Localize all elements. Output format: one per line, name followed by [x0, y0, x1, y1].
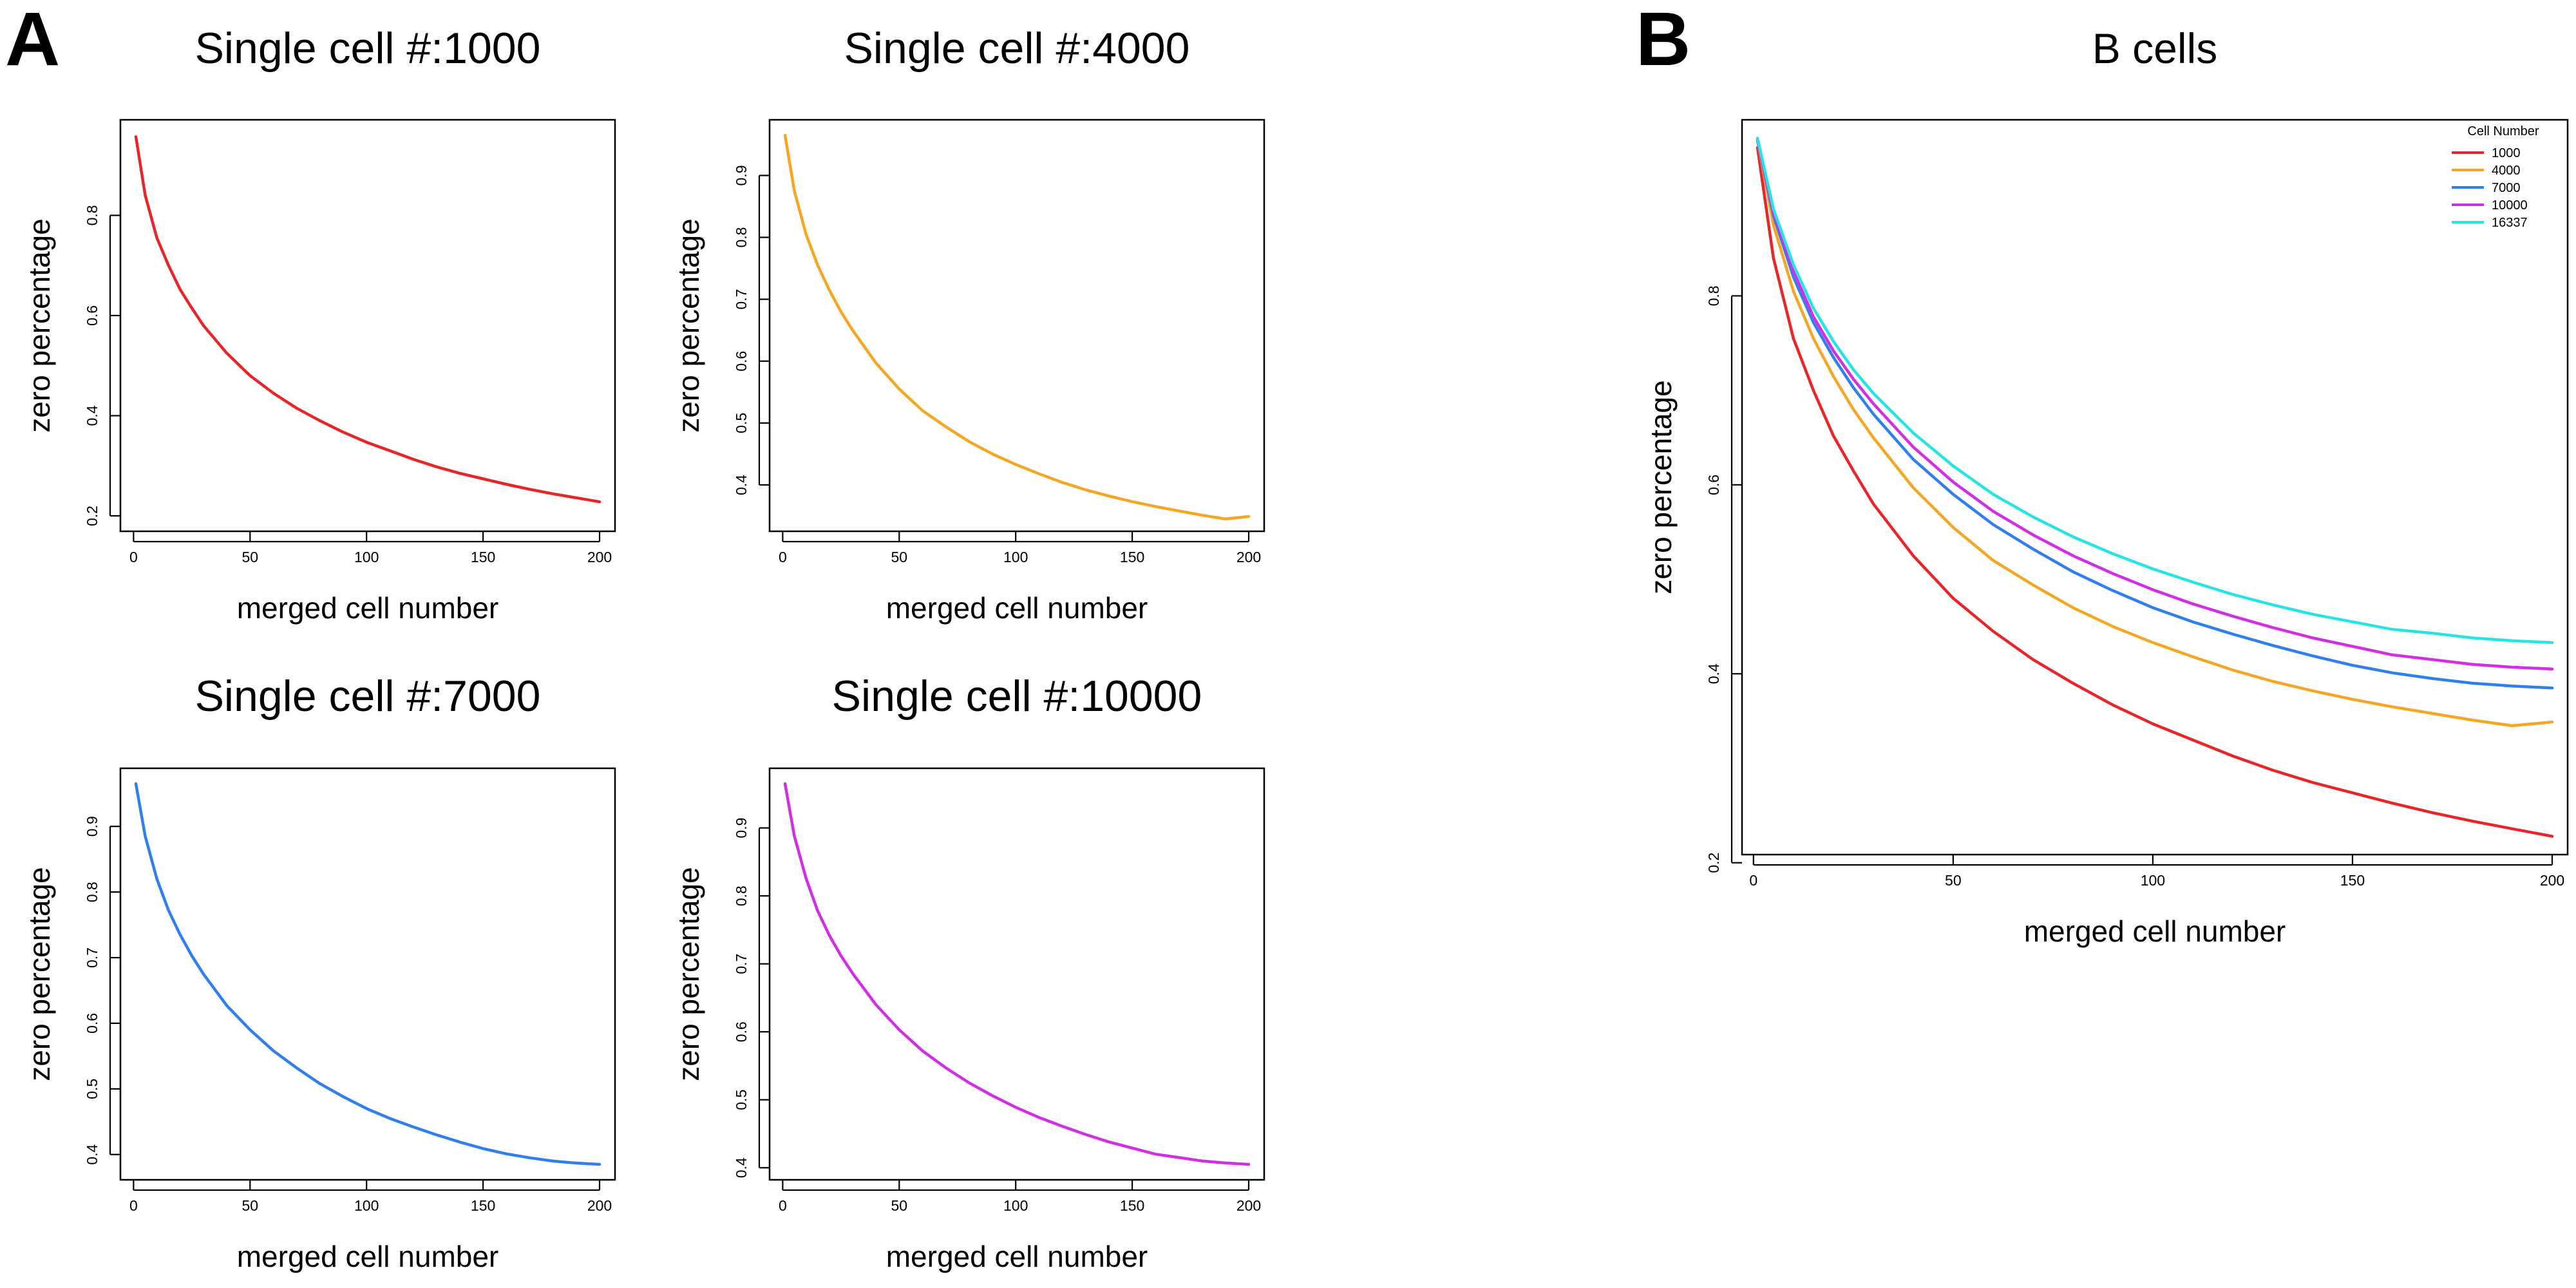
- y-tick-label: 0.2: [84, 506, 100, 526]
- chart-1: Single cell #:4000 0 50 100 150 200 0.4 0.5 0.6 0…: [672, 24, 1265, 625]
- y-tick-label: 0.4: [733, 475, 750, 495]
- chart-title: B cells: [2092, 24, 2217, 72]
- x-tick-label: 200: [1236, 549, 1261, 565]
- x-tick-label: 50: [891, 1197, 907, 1214]
- x-tick-label: 50: [891, 549, 907, 565]
- x-tick-label: 150: [1120, 1197, 1144, 1214]
- series-line-4000: [1756, 138, 2554, 728]
- y-tick-label: 0.7: [733, 954, 750, 974]
- legend-label-1000: 1000: [2492, 146, 2521, 160]
- legend-label-16337: 16337: [2492, 216, 2528, 230]
- plot-frame: [119, 767, 616, 1181]
- x-tick-label: 150: [2340, 872, 2365, 889]
- plot-frame: [768, 118, 1265, 533]
- x-tick-label: 0: [129, 1197, 138, 1214]
- chart-title: Single cell #:10000: [832, 672, 1202, 721]
- y-tick-label: 0.9: [733, 165, 750, 185]
- x-tick-label: 100: [1003, 1197, 1028, 1214]
- chart-4: B cells 0 50 100 150 200 0.2 0.4 0.6 0.8 merged ce…: [1644, 24, 2569, 948]
- x-tick-label: 200: [1236, 1197, 1261, 1214]
- x-tick-label: 50: [1945, 872, 1962, 889]
- x-tick-label: 50: [242, 1197, 258, 1214]
- y-tick-label: 0.5: [733, 1090, 750, 1110]
- plot-frame: [1741, 118, 2569, 856]
- x-tick-label: 200: [587, 549, 612, 565]
- y-axis-label: zero percentage: [672, 218, 705, 432]
- series-line-10000: [1756, 138, 2554, 671]
- x-tick-label: 150: [471, 1197, 495, 1214]
- y-tick-label: 0.2: [1705, 853, 1722, 873]
- series-line-1000: [1756, 146, 2554, 838]
- x-tick-label: 150: [471, 549, 495, 565]
- panel-label-b: B: [1636, 0, 1691, 82]
- x-tick-label: 50: [242, 549, 258, 565]
- chart-title: Single cell #:7000: [195, 672, 541, 721]
- y-tick-label: 0.5: [84, 1079, 100, 1099]
- plot-frame: [119, 118, 616, 533]
- y-tick-label: 0.4: [84, 405, 100, 426]
- y-tick-label: 0.8: [1705, 285, 1722, 306]
- chart-title: Single cell #:4000: [844, 24, 1190, 73]
- x-tick-label: 0: [779, 549, 787, 565]
- y-tick-label: 0.6: [733, 1021, 750, 1042]
- y-axis-label: zero percentage: [23, 867, 56, 1081]
- x-tick-label: 100: [2141, 872, 2165, 889]
- chart-0: Single cell #:1000 0 50 100 150 200 0.2 0.4 0.6 0…: [23, 24, 616, 625]
- x-tick-label: 100: [1003, 549, 1028, 565]
- legend-title: Cell Number: [2467, 124, 2539, 138]
- y-tick-label: 0.8: [84, 205, 100, 225]
- x-tick-label: 0: [1749, 872, 1757, 889]
- chart-2: Single cell #:7000 0 50 100 150 200 0.4 0.5 0.6 0…: [23, 672, 616, 1273]
- panel-label-a: A: [5, 0, 61, 82]
- x-tick-label: 100: [354, 549, 379, 565]
- x-tick-label: 200: [2540, 872, 2564, 889]
- y-tick-label: 0.6: [733, 351, 750, 372]
- y-tick-label: 0.9: [733, 818, 750, 838]
- x-tick-label: 0: [779, 1197, 787, 1214]
- plot-frame: [768, 767, 1265, 1181]
- series-line-0: [783, 133, 1251, 521]
- x-axis-label: merged cell number: [237, 591, 499, 625]
- y-tick-label: 0.8: [733, 886, 750, 906]
- y-tick-label: 0.4: [733, 1157, 750, 1178]
- x-axis-label: merged cell number: [886, 1240, 1148, 1273]
- series-line-0: [134, 782, 601, 1166]
- chart-title: Single cell #:1000: [195, 24, 541, 73]
- series-line-0: [134, 135, 601, 504]
- y-tick-label: 0.8: [84, 882, 100, 902]
- y-tick-label: 0.4: [1705, 663, 1722, 684]
- series-line-7000: [1756, 138, 2554, 690]
- y-tick-label: 0.6: [84, 305, 100, 326]
- legend-label-7000: 7000: [2492, 181, 2521, 195]
- y-axis-label: zero percentage: [23, 218, 56, 432]
- y-tick-label: 0.5: [733, 413, 750, 433]
- x-tick-label: 0: [129, 549, 138, 565]
- y-tick-label: 0.4: [84, 1144, 100, 1165]
- x-axis-label: merged cell number: [886, 591, 1148, 625]
- y-tick-label: 0.7: [84, 947, 100, 968]
- y-tick-label: 0.7: [733, 289, 750, 310]
- x-tick-label: 200: [587, 1197, 612, 1214]
- y-axis-label: zero percentage: [672, 867, 705, 1081]
- y-tick-label: 0.8: [733, 227, 750, 248]
- x-axis-label: merged cell number: [237, 1240, 499, 1273]
- x-tick-label: 100: [354, 1197, 379, 1214]
- y-tick-label: 0.9: [84, 816, 100, 837]
- x-axis-label: merged cell number: [2024, 914, 2286, 948]
- y-tick-label: 0.6: [1705, 475, 1722, 495]
- series-line-16337: [1756, 137, 2554, 645]
- chart-3: Single cell #:10000 0 50 100 150 200 0.4 0.5 0.6…: [672, 672, 1265, 1273]
- y-tick-label: 0.6: [84, 1013, 100, 1034]
- series-line-0: [783, 782, 1251, 1166]
- legend-label-4000: 4000: [2492, 164, 2521, 178]
- legend-label-10000: 10000: [2492, 198, 2528, 213]
- x-tick-label: 150: [1120, 549, 1144, 565]
- y-axis-label: zero percentage: [1644, 380, 1678, 594]
